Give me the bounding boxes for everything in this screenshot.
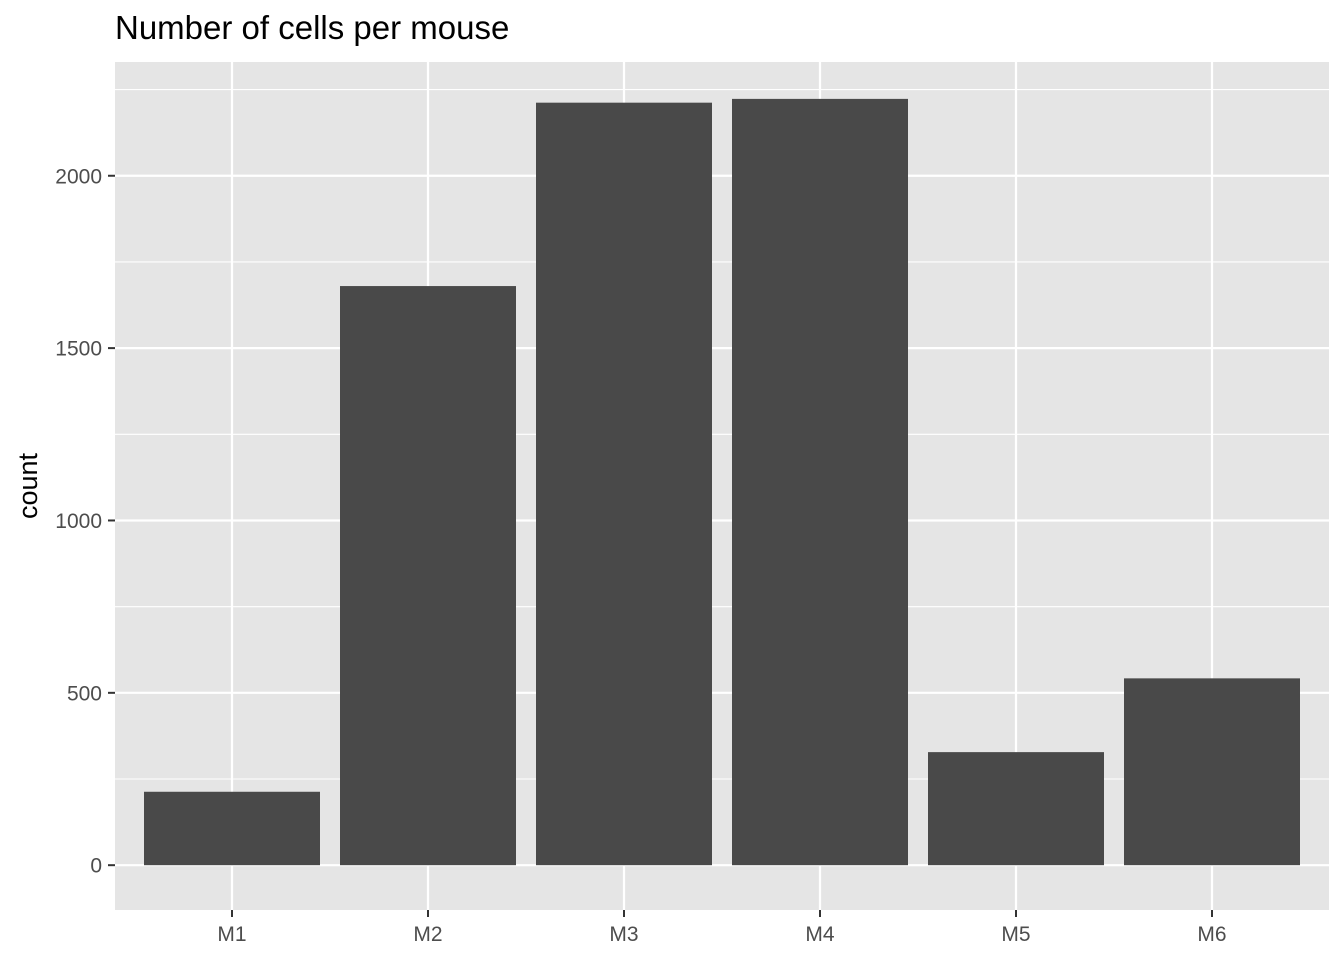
y-axis: 0 500 1000 1500 2000	[55, 165, 115, 878]
x-tick-label: M1	[217, 923, 246, 946]
y-tick-label: 0	[90, 855, 102, 878]
y-axis-title: count	[13, 452, 43, 519]
bar-m2	[340, 286, 516, 866]
bar-m4	[732, 98, 908, 866]
y-tick-label: 1500	[55, 338, 102, 361]
bar-m6	[1124, 678, 1300, 866]
x-tick-label: M4	[805, 923, 834, 946]
x-tick-label: M3	[609, 923, 638, 946]
x-tick-label: M5	[1001, 923, 1030, 946]
bar-m5	[928, 752, 1104, 866]
x-tick-label: M6	[1197, 923, 1226, 946]
bars	[144, 98, 1300, 866]
x-axis: M1 M2 M3 M4 M5 M6	[217, 910, 1227, 946]
y-tick-label: 500	[67, 682, 102, 705]
bar-m1	[144, 791, 320, 866]
bar-m3	[536, 102, 712, 866]
y-tick-label: 2000	[55, 165, 102, 188]
y-tick-label: 1000	[55, 510, 102, 533]
chart-title: Number of cells per mouse	[115, 9, 509, 46]
x-tick-label: M2	[413, 923, 442, 946]
